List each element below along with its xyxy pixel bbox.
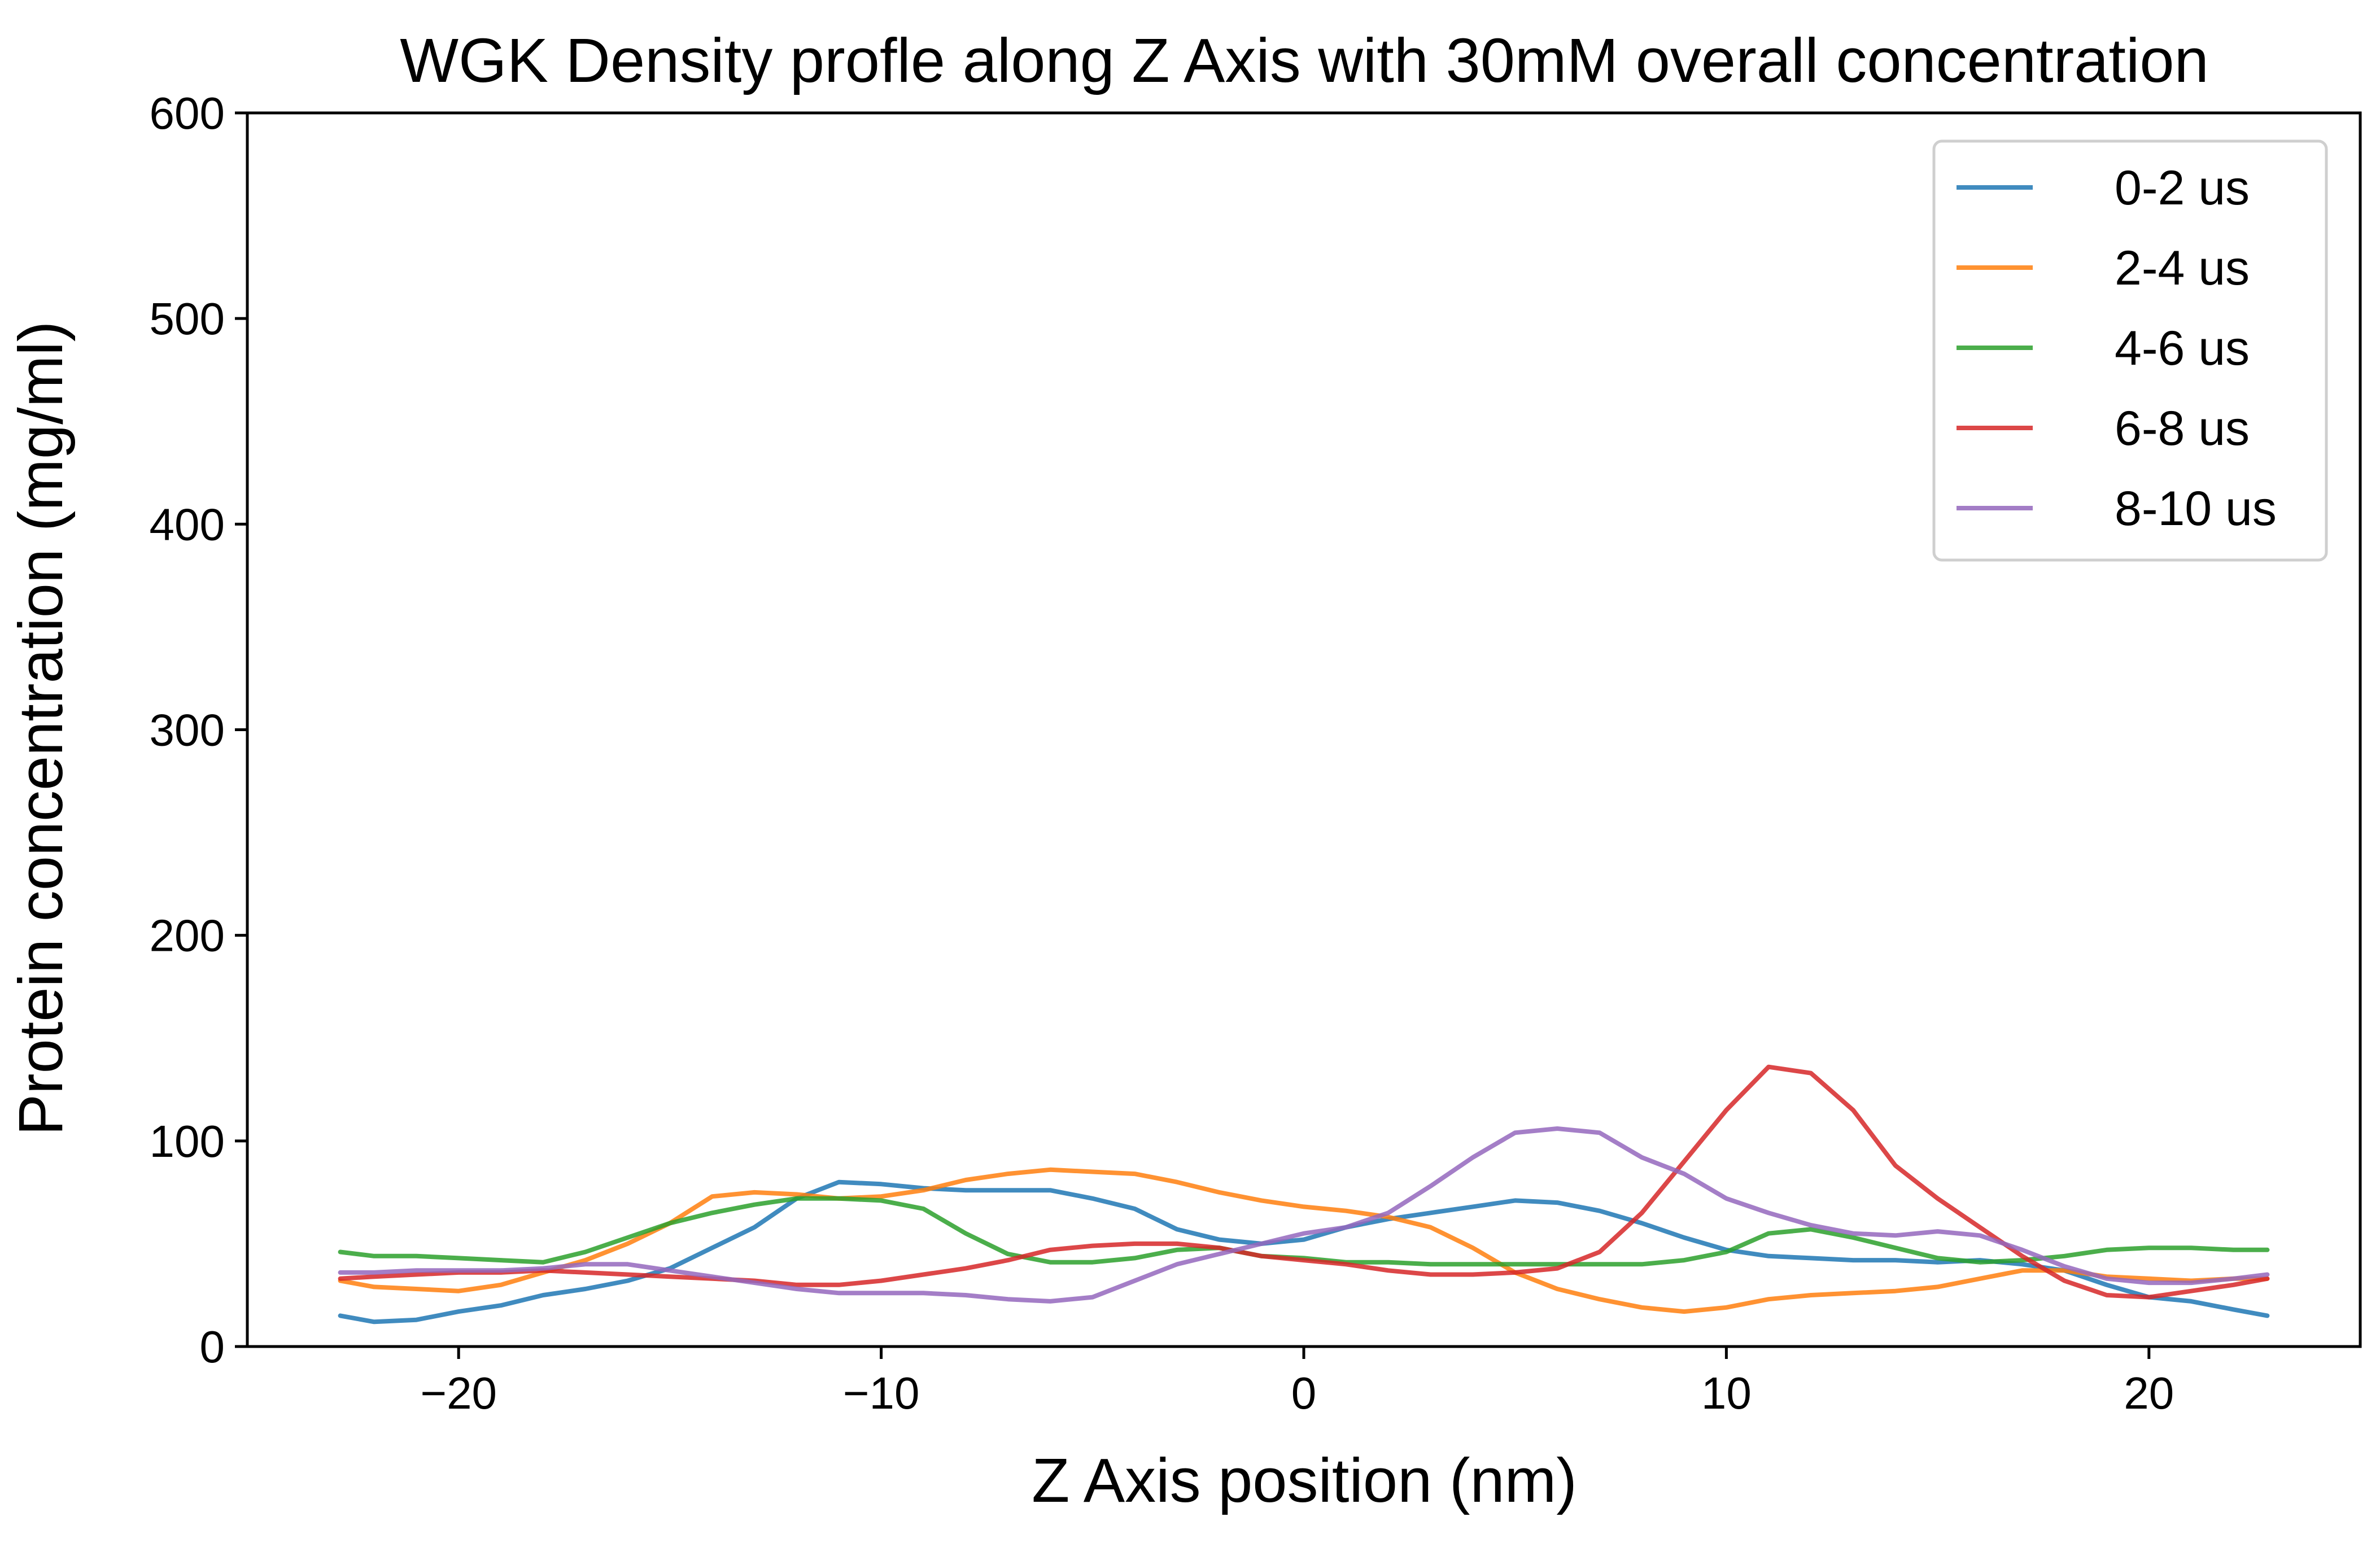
x-tick-label: 20 <box>2124 1368 2174 1418</box>
legend-label-0: 0-2 us <box>2115 161 2250 215</box>
y-tick-label: 100 <box>150 1116 225 1166</box>
series-line-0 <box>338 1179 2270 1325</box>
y-tick-label: 400 <box>150 499 225 549</box>
y-tick-label: 600 <box>150 88 225 138</box>
x-tick-label: −20 <box>420 1368 497 1418</box>
y-tick-label: 0 <box>200 1322 225 1372</box>
legend-box <box>1932 139 2328 562</box>
series-line-3 <box>338 1064 2270 1300</box>
legend-label-3: 6-8 us <box>2115 401 2250 456</box>
legend-label-2: 4-6 us <box>2115 321 2250 375</box>
y-axis-label: Protein concentration (mg/ml) <box>6 321 76 1136</box>
plot-area <box>338 1064 2270 1325</box>
x-tick-label: 0 <box>1291 1368 1317 1418</box>
series-line-4 <box>338 1126 2270 1304</box>
chart-title: WGK Density profle along Z Axis with 30m… <box>400 26 2209 95</box>
y-tick-label: 300 <box>150 705 225 755</box>
x-tick-label: −10 <box>843 1368 920 1418</box>
y-tick-label: 500 <box>150 294 225 344</box>
legend-label-4: 8-10 us <box>2115 482 2277 536</box>
legend-label-1: 2-4 us <box>2115 241 2250 295</box>
x-tick-label: 10 <box>1701 1368 1752 1418</box>
legend: 0-2 us 2-4 us 4-6 us 6-8 us 8-10 us <box>1932 139 2328 562</box>
y-tick-label: 200 <box>150 911 225 961</box>
x-axis-label: Z Axis position (nm) <box>1032 1446 1577 1515</box>
